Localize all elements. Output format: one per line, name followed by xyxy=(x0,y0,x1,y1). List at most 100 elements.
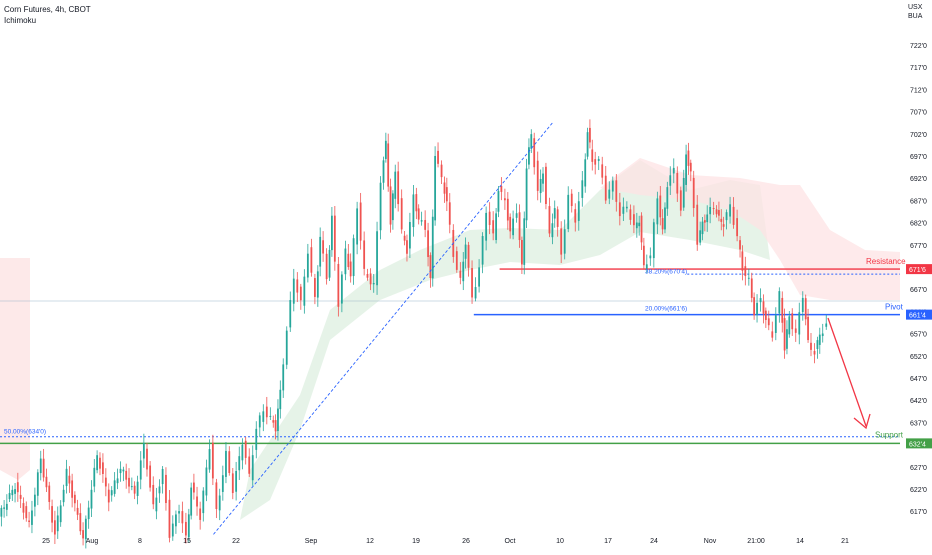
candle-body xyxy=(570,193,573,207)
candle-body xyxy=(703,220,706,223)
candle-body xyxy=(762,301,765,314)
candle-body xyxy=(659,195,662,218)
x-tick-label: 22 xyxy=(232,538,240,545)
candle-body xyxy=(303,276,306,306)
cloud-red xyxy=(0,258,30,480)
candle-body xyxy=(406,240,408,254)
candle-body xyxy=(515,213,518,218)
candle-body xyxy=(440,164,443,178)
resistance-price-tag-bg xyxy=(906,264,932,275)
candle-body xyxy=(794,328,797,333)
y-tick-label: 617'0 xyxy=(910,509,927,516)
candle-body xyxy=(530,134,533,149)
candle-body xyxy=(265,406,268,418)
x-tick-label: 10 xyxy=(556,538,564,545)
candle-body xyxy=(415,194,418,212)
candle-body xyxy=(59,505,62,523)
candle-body xyxy=(199,508,202,520)
candle-body xyxy=(178,511,180,514)
candle-body xyxy=(753,297,756,316)
candle-body xyxy=(638,222,641,227)
candle-body xyxy=(709,206,712,215)
candle-body xyxy=(251,455,254,481)
candle-body xyxy=(560,228,563,255)
candle-body xyxy=(39,458,42,474)
candle-body xyxy=(403,235,406,241)
time-axis: 25 Aug 8 15 22 Sep 12 19 26 Oct 10 17 24 Nov 21:00 14 21 xyxy=(42,538,849,545)
candle-body xyxy=(48,485,51,502)
candle-body xyxy=(448,202,451,225)
candle-body xyxy=(158,486,161,494)
candle-body xyxy=(289,300,292,328)
candle-body xyxy=(130,486,133,488)
candle-body xyxy=(563,229,566,254)
candle-body xyxy=(518,212,521,241)
y-tick-label: 677'0 xyxy=(910,243,927,250)
candle-body xyxy=(93,467,96,487)
candle-body xyxy=(359,202,362,241)
candle-body xyxy=(221,475,224,492)
candle-body xyxy=(79,513,82,532)
candle-body xyxy=(155,497,158,512)
candle-body xyxy=(764,310,767,321)
candle-body xyxy=(577,201,580,221)
candle-body xyxy=(804,298,807,320)
candle-body xyxy=(492,220,495,234)
candle-body xyxy=(319,236,322,267)
candle-body xyxy=(369,273,372,285)
candle-body xyxy=(604,175,607,201)
candle-body xyxy=(187,514,190,538)
candle-body xyxy=(28,520,30,523)
candle-body xyxy=(316,271,319,298)
candle-body xyxy=(625,206,628,209)
x-tick-label: 21 xyxy=(841,538,849,545)
candle-body xyxy=(553,208,556,219)
candle-body xyxy=(629,209,632,220)
candle-body xyxy=(384,140,387,159)
candle-body xyxy=(656,198,659,225)
candle-body xyxy=(372,282,375,285)
candle-body xyxy=(165,474,167,504)
pivot-price-tag-bg xyxy=(906,309,932,320)
candle-body xyxy=(539,178,542,194)
candle-body xyxy=(640,215,643,243)
candle-body xyxy=(11,489,14,496)
candle-body xyxy=(471,268,473,298)
support-label: Support xyxy=(875,430,904,439)
candle-body xyxy=(774,315,777,333)
candle-body xyxy=(51,506,53,523)
x-tick-label: 14 xyxy=(796,538,804,545)
candle-body xyxy=(262,411,265,422)
candle-body xyxy=(387,143,390,187)
candle-body xyxy=(349,261,352,277)
candle-body xyxy=(389,186,392,225)
y-tick-label: 647'0 xyxy=(910,376,927,383)
candle-body xyxy=(225,450,227,477)
candle-body xyxy=(397,171,400,205)
x-tick-label: 19 xyxy=(412,538,420,545)
y-tick-label: 722'0 xyxy=(910,43,927,50)
x-tick-label: Aug xyxy=(86,538,99,545)
candle-body xyxy=(736,218,739,237)
candle-body xyxy=(376,231,378,286)
candle-body xyxy=(633,214,635,226)
candle-body xyxy=(551,223,554,238)
candle-body xyxy=(485,212,488,241)
candle-body xyxy=(285,330,288,365)
candle-body xyxy=(481,236,484,265)
candle-body xyxy=(313,278,316,297)
candle-body xyxy=(682,177,685,208)
candle-body xyxy=(431,216,434,279)
candle-body xyxy=(96,455,99,471)
candle-body xyxy=(218,495,221,511)
candle-body xyxy=(76,507,79,515)
candle-body xyxy=(512,218,515,236)
x-tick-label: 15 xyxy=(183,538,191,545)
unit-label: BUA xyxy=(908,13,923,20)
candle-body xyxy=(783,318,786,351)
candle-body xyxy=(594,159,597,165)
candle-body xyxy=(427,230,429,257)
candle-body xyxy=(125,470,128,480)
candle-body xyxy=(146,448,148,470)
